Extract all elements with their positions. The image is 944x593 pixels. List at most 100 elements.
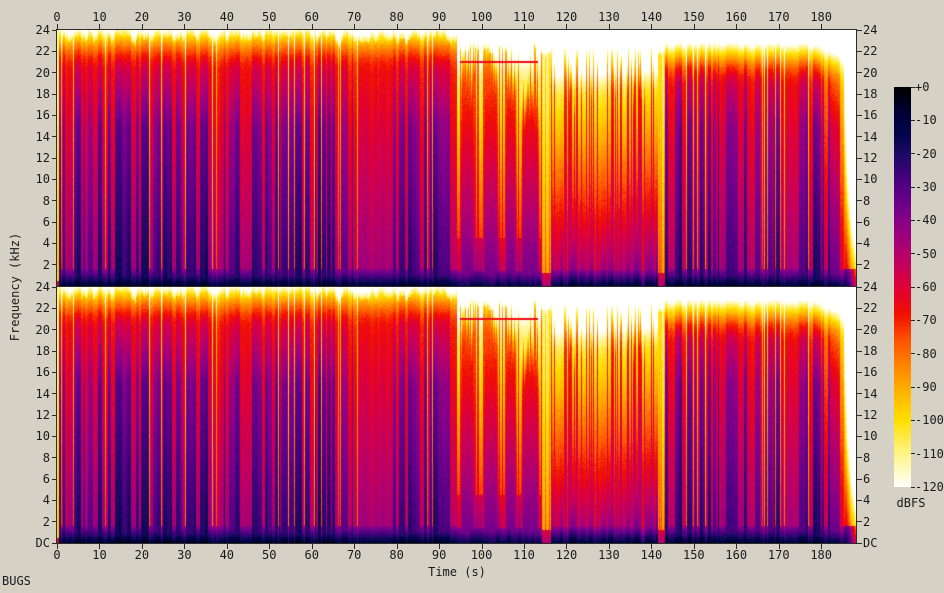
colorbar-tick-mark <box>911 386 915 388</box>
colorbar-tick-mark <box>911 86 915 88</box>
colorbar-tick-mark <box>911 253 915 255</box>
x-tick-label: 140 <box>640 548 663 562</box>
freq-tick-mark <box>857 393 862 395</box>
window-corner-text: BUGS <box>2 574 31 588</box>
x-tick-mark <box>524 24 525 29</box>
freq-tick-label: 20 <box>863 65 878 80</box>
colorbar-tick-mark <box>911 186 915 188</box>
x-tick-mark <box>736 544 738 549</box>
freq-tick-label: 4 <box>42 236 50 251</box>
freq-tick-mark <box>52 157 57 159</box>
freq-tick-label: 16 <box>863 108 878 123</box>
freq-tick-label: 6 <box>42 472 50 486</box>
freq-tick-mark <box>52 307 57 309</box>
freq-tick-label: 4 <box>863 493 871 508</box>
colorbar-tick-mark <box>911 486 915 488</box>
freq-tick-label: 10 <box>863 429 878 444</box>
freq-tick-mark <box>857 371 862 373</box>
x-tick-label: 150 <box>682 10 705 24</box>
colorbar-tick-label: -10 <box>915 113 937 128</box>
x-tick-mark <box>99 24 101 29</box>
x-tick-mark <box>269 544 271 549</box>
colorbar-tick-label: -60 <box>915 280 937 294</box>
freq-tick-mark <box>857 478 862 480</box>
freq-tick-mark <box>857 242 862 244</box>
freq-tick-label: 18 <box>863 87 878 101</box>
x-tick-label: 90 <box>431 548 447 562</box>
colorbar-tick-label: -110 <box>915 446 944 461</box>
freq-tick-mark <box>857 50 862 52</box>
freq-tick-label: 20 <box>35 65 50 80</box>
freq-tick-mark <box>857 329 862 331</box>
colorbar-tick-mark <box>911 153 915 155</box>
spectrogram-canvas-channel-1[interactable] <box>57 30 856 286</box>
spectrogram-panel-channel-2 <box>56 286 857 544</box>
x-tick-label: 20 <box>134 10 150 24</box>
x-tick-label: 170 <box>767 10 790 24</box>
x-tick-label: 100 <box>470 10 493 24</box>
freq-tick-mark <box>52 329 57 331</box>
colorbar-tick-label: +0 <box>915 80 930 94</box>
x-tick-mark <box>566 544 568 549</box>
freq-tick-label: 24 <box>863 280 878 294</box>
colorbar-tick-label: -30 <box>915 180 937 194</box>
freq-tick-label: 10 <box>35 429 50 444</box>
x-tick-mark <box>608 24 610 29</box>
freq-tick-label: 14 <box>35 386 50 401</box>
freq-tick-mark <box>52 542 57 544</box>
spectrogram-canvas-channel-2[interactable] <box>57 287 856 543</box>
freq-tick-label: 24 <box>863 23 878 37</box>
colorbar-tick-mark <box>911 219 915 221</box>
colorbar-gradient <box>894 87 911 487</box>
freq-tick-mark <box>52 242 57 244</box>
freq-tick-label: 8 <box>863 193 871 208</box>
x-tick-mark <box>736 24 738 29</box>
freq-tick-mark <box>52 93 57 95</box>
x-tick-mark <box>184 544 186 549</box>
x-tick-mark <box>311 24 313 29</box>
freq-tick-label: 2 <box>863 514 871 529</box>
freq-tick-label: 22 <box>863 301 878 316</box>
x-tick-mark <box>481 24 483 29</box>
freq-tick-mark <box>52 264 57 266</box>
freq-tick-mark <box>857 414 862 416</box>
x-tick-label: 160 <box>725 10 748 24</box>
x-tick-label: 130 <box>598 548 620 562</box>
freq-tick-label: 8 <box>42 193 50 208</box>
freq-tick-mark <box>52 499 57 501</box>
freq-tick-mark <box>857 221 862 223</box>
freq-tick-label: DC <box>35 536 50 550</box>
x-tick-mark <box>778 24 780 29</box>
x-tick-label: 180 <box>810 10 833 24</box>
freq-tick-label: 14 <box>863 129 878 144</box>
x-tick-mark <box>226 24 228 29</box>
x-tick-label: 40 <box>219 10 235 24</box>
freq-tick-mark <box>857 264 862 266</box>
freq-tick-label: 2 <box>863 257 871 272</box>
x-tick-label: 130 <box>598 10 620 24</box>
freq-tick-label: 10 <box>863 172 878 187</box>
freq-tick-mark <box>857 499 862 501</box>
freq-tick-label: 12 <box>35 151 50 165</box>
freq-tick-mark <box>52 350 57 352</box>
freq-tick-label: 16 <box>863 365 878 380</box>
freq-tick-label: 24 <box>35 23 50 37</box>
x-tick-mark <box>524 544 525 549</box>
x-tick-label: 150 <box>682 548 705 562</box>
x-tick-label: 80 <box>389 10 404 24</box>
freq-tick-mark <box>857 178 862 180</box>
x-tick-mark <box>354 544 356 549</box>
x-tick-label: 70 <box>346 548 362 562</box>
x-tick-mark <box>778 544 780 549</box>
freq-tick-label: 14 <box>35 129 50 144</box>
x-tick-label: 100 <box>470 548 493 562</box>
freq-tick-mark <box>52 200 57 202</box>
freq-tick-label: 4 <box>42 493 50 508</box>
x-tick-mark <box>141 544 143 549</box>
freq-tick-label: 18 <box>863 344 878 358</box>
freq-tick-mark <box>857 72 862 74</box>
colorbar-tick-label: -70 <box>915 313 937 328</box>
freq-tick-mark <box>52 521 57 523</box>
x-tick-mark <box>311 544 313 549</box>
freq-tick-label: 2 <box>42 514 50 529</box>
